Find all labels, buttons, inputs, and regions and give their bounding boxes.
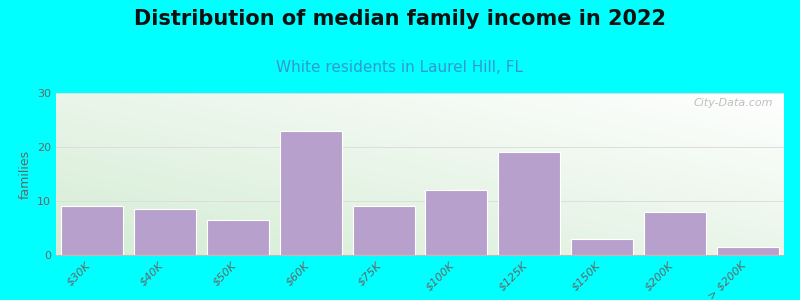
- Bar: [207, 220, 269, 255]
- Bar: [353, 206, 414, 255]
- Text: White residents in Laurel Hill, FL: White residents in Laurel Hill, FL: [277, 60, 523, 75]
- Bar: [62, 206, 123, 255]
- Text: Distribution of median family income in 2022: Distribution of median family income in …: [134, 9, 666, 29]
- Bar: [498, 152, 560, 255]
- Bar: [717, 247, 778, 255]
- Bar: [134, 209, 196, 255]
- Bar: [280, 131, 342, 255]
- Bar: [644, 212, 706, 255]
- Bar: [426, 190, 487, 255]
- Text: City-Data.com: City-Data.com: [694, 98, 773, 108]
- Bar: [571, 239, 633, 255]
- Y-axis label: families: families: [18, 149, 31, 199]
